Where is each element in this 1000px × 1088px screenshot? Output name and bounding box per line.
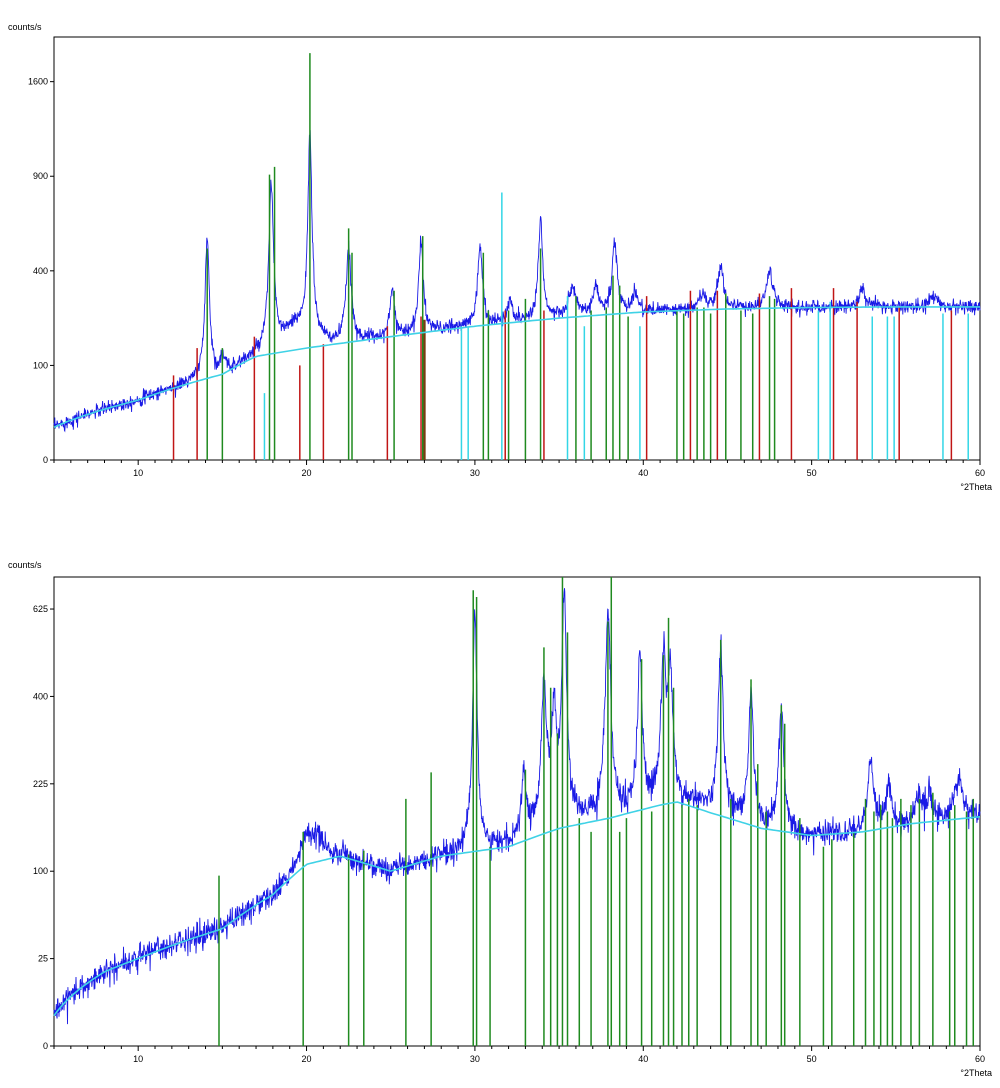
- chart1-x-axis-label: °2Theta: [960, 482, 992, 492]
- chart2-x-tick-label: 60: [975, 1054, 985, 1064]
- chart1-x-tick-label: 40: [638, 468, 648, 478]
- chart2-y-tick-label: 0: [43, 1041, 48, 1051]
- chart1-observed-pattern: [53, 130, 981, 433]
- chart1-y-tick-label: 0: [43, 455, 48, 465]
- chart1-plot-frame: [53, 36, 981, 461]
- chart2-x-tick-label: 20: [302, 1054, 312, 1064]
- chart2-x-tick-label: 50: [807, 1054, 817, 1064]
- chart1-y-tick-label: 1600: [28, 77, 48, 87]
- chart1-y-tick-label: 400: [33, 266, 48, 276]
- chart2-background-curve: [53, 801, 981, 1017]
- chart1-y-tick-label: 100: [33, 360, 48, 370]
- chart1-x-tick-label: 30: [470, 468, 480, 478]
- chart2-x-tick-label: 10: [133, 1054, 143, 1064]
- chart2-x-axis-label: °2Theta: [960, 1068, 992, 1078]
- chart2-y-tick-label: 225: [33, 779, 48, 789]
- chart1-x-tick-label: 60: [975, 468, 985, 478]
- chart1-background-curve: [53, 306, 980, 428]
- chart1-y-axis-label: counts/s: [8, 22, 42, 32]
- chart1-x-tick-label: 10: [133, 468, 143, 478]
- chart2-y-axis-label: counts/s: [8, 560, 42, 570]
- chart1-x-tick-label: 50: [807, 468, 817, 478]
- chart1-x-tick-label: 20: [302, 468, 312, 478]
- chart1-y-tick-label: 900: [33, 171, 48, 181]
- chart2-y-tick-label: 400: [33, 691, 48, 701]
- chart2-y-tick-label: 625: [33, 604, 48, 614]
- chart2-x-tick-label: 30: [470, 1054, 480, 1064]
- chart2-observed-pattern: [53, 588, 981, 1025]
- chart2-y-tick-label: 100: [33, 866, 48, 876]
- chart2-x-tick-label: 40: [638, 1054, 648, 1064]
- chart2-plot-frame: [53, 576, 981, 1047]
- chart2-y-tick-label: 25: [38, 954, 48, 964]
